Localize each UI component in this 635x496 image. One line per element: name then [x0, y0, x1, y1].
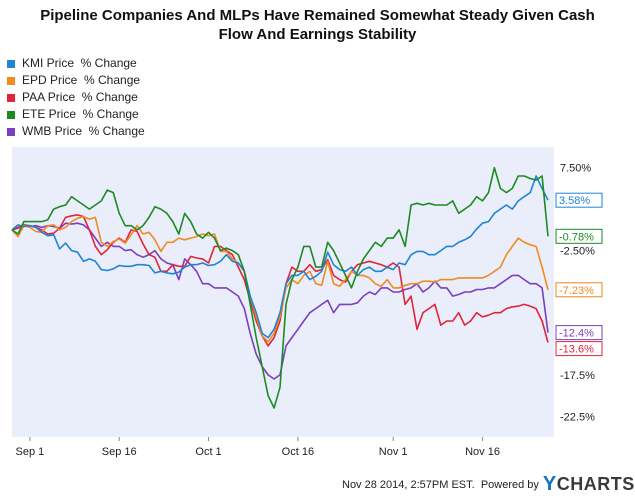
- legend-label: WMB Price % Change: [22, 124, 145, 138]
- y-axis: 7.50% -2.50% -17.5% -22.5%: [560, 163, 595, 424]
- series-layer: [11, 166, 549, 409]
- legend-item[interactable]: ETE Price % Change: [7, 106, 145, 123]
- legend-swatch: [7, 127, 15, 136]
- chart-title-line-1: Pipeline Companies And MLPs Have Remaine…: [40, 7, 595, 24]
- end-labels: 3.58% -0.78% -7.23% -12.4% -13.6%: [555, 192, 603, 357]
- y-tick-label: -2.50%: [560, 246, 595, 258]
- end-value-label: 3.58%: [555, 192, 603, 208]
- end-value-box: [555, 282, 603, 298]
- legend-item[interactable]: EPD Price % Change: [7, 72, 145, 89]
- end-value-box: [555, 341, 603, 357]
- x-tick-label: Nov 1: [379, 446, 408, 458]
- x-tick-label: Oct 1: [195, 446, 221, 458]
- chart-title-line-2: Flow And Earnings Stability: [218, 26, 417, 43]
- x-axis: Sep 1 Sep 16 Oct 1 Oct 16 Nov 1 Nov 16: [15, 437, 500, 458]
- x-tick-label: Sep 16: [102, 446, 137, 458]
- plot-area: [12, 147, 554, 437]
- legend-item[interactable]: WMB Price % Change: [7, 123, 145, 140]
- y-tick-label: -22.5%: [560, 411, 595, 423]
- end-value-box: [555, 192, 603, 208]
- series-line-epd[interactable]: [11, 215, 549, 343]
- end-value-box: [555, 325, 603, 341]
- legend-swatch: [7, 76, 15, 85]
- legend-item[interactable]: PAA Price % Change: [7, 89, 145, 106]
- end-value-text: 3.58%: [559, 195, 590, 207]
- ycharts-logo-rest: CHARTS: [556, 474, 635, 494]
- legend-label: PAA Price % Change: [22, 90, 138, 104]
- end-value-box: [555, 228, 603, 244]
- legend-swatch: [7, 110, 15, 119]
- ycharts-logo[interactable]: Y CHARTS: [543, 473, 635, 496]
- end-value-text: -13.6%: [559, 344, 594, 356]
- legend: KMI Price % Change EPD Price % Change PAA …: [7, 55, 145, 140]
- footer-powered-by-text: Powered by: [480, 478, 539, 491]
- y-tick-label: 7.50%: [560, 163, 591, 175]
- series-line-wmb[interactable]: [11, 222, 549, 380]
- legend-swatch: [7, 93, 15, 102]
- legend-item[interactable]: KMI Price % Change: [7, 55, 145, 72]
- legend-swatch: [7, 59, 15, 68]
- series-line-ete[interactable]: [11, 166, 549, 409]
- legend-label: KMI Price % Change: [22, 56, 137, 70]
- legend-label: ETE Price % Change: [22, 107, 139, 121]
- end-value-text: -12.4%: [559, 328, 594, 340]
- end-value-text: -0.78%: [559, 231, 594, 243]
- chart-title: Pipeline Companies And MLPs Have Remaine…: [0, 6, 635, 44]
- y-tick-label: -17.5%: [560, 370, 595, 382]
- series-line-paa[interactable]: [11, 214, 549, 347]
- footer-timestamp: Nov 28 2014, 2:57PM EST.: [342, 478, 475, 491]
- end-value-label: -12.4%: [555, 325, 603, 341]
- end-value-text: -7.23%: [559, 285, 594, 297]
- x-tick-label: Oct 16: [282, 446, 314, 458]
- footer: Nov 28 2014, 2:57PM EST. Powered by Y CHA…: [342, 473, 635, 496]
- ycharts-logo-y: Y: [542, 473, 557, 495]
- end-value-label: -7.23%: [555, 282, 603, 298]
- series-line-kmi[interactable]: [11, 175, 549, 339]
- x-tick-label: Nov 16: [465, 446, 500, 458]
- x-tick-label: Sep 1: [15, 446, 44, 458]
- legend-label: EPD Price % Change: [22, 73, 141, 87]
- end-value-label: -13.6%: [555, 341, 603, 357]
- end-value-label: -0.78%: [555, 228, 603, 244]
